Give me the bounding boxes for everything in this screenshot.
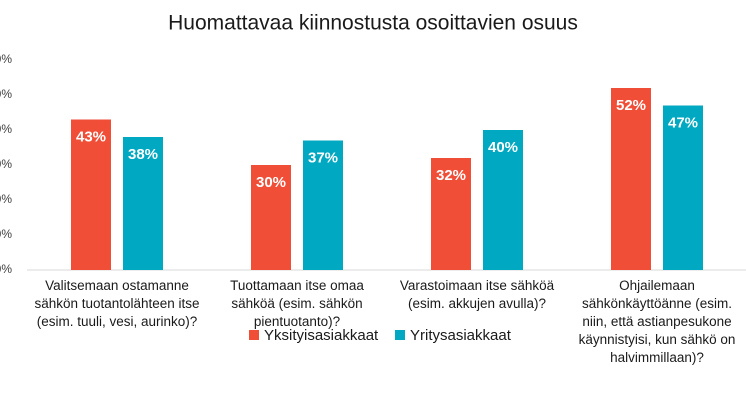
y-tick-label: 30% — [0, 157, 12, 171]
x-tick-label: Varastoimaan itse sähköä (esim. akkujen … — [399, 278, 555, 311]
data-label: 52% — [616, 97, 646, 114]
y-tick-label: 60% — [0, 52, 12, 66]
x-tick-label: Ohjailemaan sähkönkäyttöänne (esim. niin… — [578, 278, 736, 365]
data-label: 40% — [488, 139, 518, 156]
y-tick-label: 20% — [0, 192, 12, 206]
legend-label: Yritysasiakkaat — [410, 327, 512, 344]
bar — [611, 88, 651, 270]
data-label: 38% — [128, 146, 158, 163]
y-tick-label: 40% — [0, 122, 12, 136]
data-label: 30% — [256, 174, 286, 191]
data-label: 32% — [436, 167, 466, 184]
data-label: 37% — [308, 149, 338, 166]
legend-swatch — [395, 330, 405, 340]
y-tick-label: 10% — [0, 227, 12, 241]
bar — [663, 105, 703, 270]
bar — [303, 140, 343, 270]
chart-title: Huomattavaa kiinnostusta osoittavien osu… — [168, 12, 578, 35]
y-tick-label: 50% — [0, 87, 12, 101]
data-label: 43% — [76, 128, 106, 145]
bar — [431, 158, 471, 270]
y-tick-label: 0% — [0, 262, 12, 276]
bar — [251, 165, 291, 270]
legend-label: Yksityisasiakkaat — [264, 327, 379, 344]
bar — [483, 130, 523, 270]
legend-swatch — [249, 330, 259, 340]
bar — [123, 137, 163, 270]
data-label: 47% — [668, 114, 698, 131]
bar — [71, 119, 111, 270]
x-tick-label: Valitsemaan ostamanne sähkön tuotantoläh… — [34, 278, 200, 329]
x-tick-label: Tuottamaan itse omaa sähköä (esim. sähkö… — [230, 278, 364, 329]
